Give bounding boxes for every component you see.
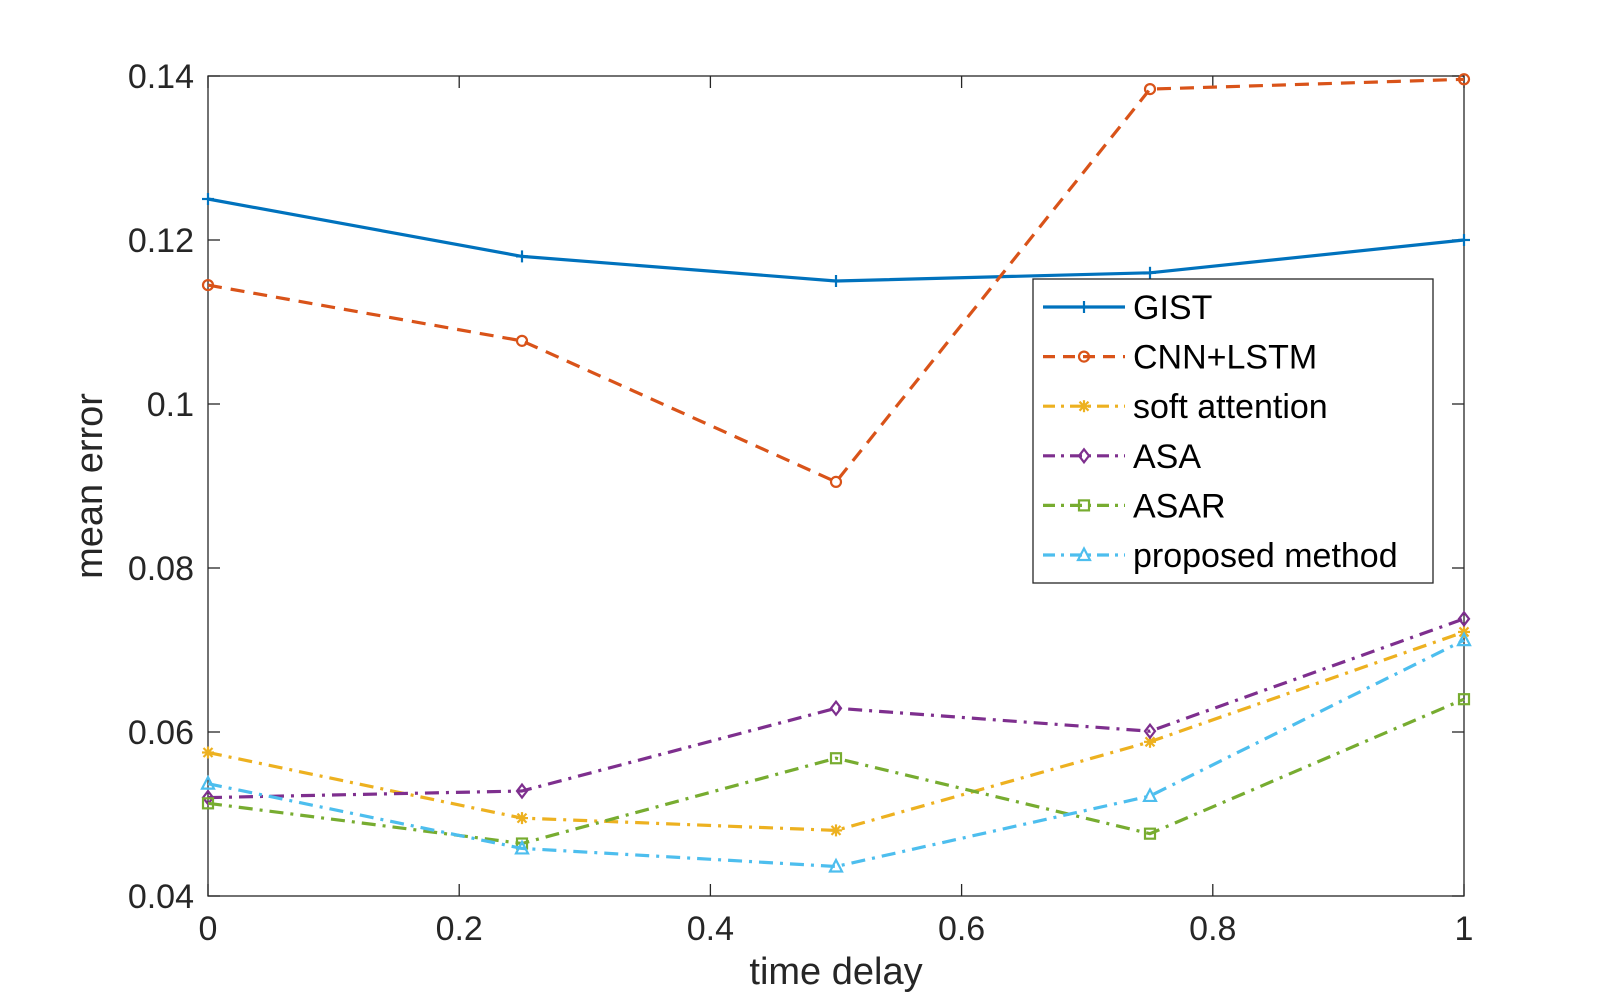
data-point xyxy=(516,812,528,825)
data-point xyxy=(830,275,842,287)
data-point xyxy=(514,839,530,855)
x-tick-label: 0.2 xyxy=(436,910,483,948)
legend-marker xyxy=(1076,546,1092,562)
y-tick-label: 0.14 xyxy=(128,58,194,96)
legend-item: soft attention xyxy=(1043,388,1328,426)
legend-marker xyxy=(1078,400,1090,413)
data-point xyxy=(1143,83,1157,96)
legend-item: ASAR xyxy=(1043,487,1226,525)
legend-box xyxy=(1032,278,1434,584)
data-point xyxy=(1144,266,1156,279)
data-point xyxy=(201,797,215,810)
series-gist xyxy=(202,193,1470,287)
data-point xyxy=(829,475,843,488)
legend-item: CNN+LSTM xyxy=(1043,339,1317,377)
legend-item: GIST xyxy=(1043,289,1212,327)
y-tick-label: 0.08 xyxy=(128,550,194,588)
legend-label: proposed method xyxy=(1133,537,1398,575)
data-point xyxy=(1142,787,1158,803)
x-tick-label: 0 xyxy=(199,910,218,948)
data-point xyxy=(516,250,528,263)
data-point xyxy=(1143,722,1157,740)
data-point xyxy=(1457,693,1471,706)
data-point xyxy=(202,193,214,205)
x-axis-label: time delay xyxy=(749,951,922,993)
x-axis: 0 0.2 0.4 0.6 0.8 1 xyxy=(199,76,1474,948)
y-axis: 0.04 0.06 0.08 0.1 0.12 0.14 xyxy=(128,58,1464,916)
y-tick-label: 0.12 xyxy=(128,222,194,260)
data-point xyxy=(200,774,216,790)
y-tick-label: 0.1 xyxy=(147,386,194,424)
data-point xyxy=(1143,827,1157,840)
data-point xyxy=(515,334,529,347)
series-line xyxy=(207,697,1465,846)
x-tick-label: 0.8 xyxy=(1189,910,1236,948)
x-tick-label: 0.6 xyxy=(938,910,985,948)
legend-marker xyxy=(1078,301,1090,313)
data-point xyxy=(828,857,844,873)
series-soft-attention xyxy=(202,625,1470,837)
data-point xyxy=(1457,610,1471,628)
series-line xyxy=(207,617,1465,800)
data-point xyxy=(830,824,842,837)
series-line xyxy=(207,77,1465,484)
y-tick-label: 0.06 xyxy=(128,714,194,752)
data-point xyxy=(201,279,215,292)
data-point xyxy=(829,699,843,717)
legend-label: CNN+LSTM xyxy=(1133,339,1317,377)
y-axis-label: mean error xyxy=(69,393,111,579)
data-point xyxy=(1458,234,1470,246)
legend-marker xyxy=(1077,499,1091,512)
legend-marker xyxy=(1077,350,1091,363)
data-point xyxy=(1457,73,1471,86)
series-layer xyxy=(200,73,1472,873)
series-proposed-method xyxy=(200,631,1472,873)
data-point xyxy=(829,752,843,765)
legend-item: proposed method xyxy=(1043,537,1398,575)
legend: GIST CNN+LSTM soft attention ASA ASAR propose… xyxy=(1032,278,1434,584)
y-tick-label: 0.04 xyxy=(128,878,194,916)
legend-label: GIST xyxy=(1133,289,1212,327)
data-point xyxy=(1144,735,1156,748)
legend-item: ASA xyxy=(1043,438,1201,476)
legend-label: ASAR xyxy=(1133,487,1226,525)
legend-label: ASA xyxy=(1133,438,1201,476)
data-point xyxy=(1456,631,1472,647)
series-asa xyxy=(201,610,1471,806)
legend-marker xyxy=(1077,447,1091,465)
x-tick-label: 1 xyxy=(1455,910,1474,948)
x-tick-label: 0.4 xyxy=(687,910,734,948)
series-cnn-lstm xyxy=(201,73,1471,488)
data-point xyxy=(515,782,529,800)
data-point xyxy=(202,746,214,759)
legend-label: soft attention xyxy=(1133,388,1328,426)
